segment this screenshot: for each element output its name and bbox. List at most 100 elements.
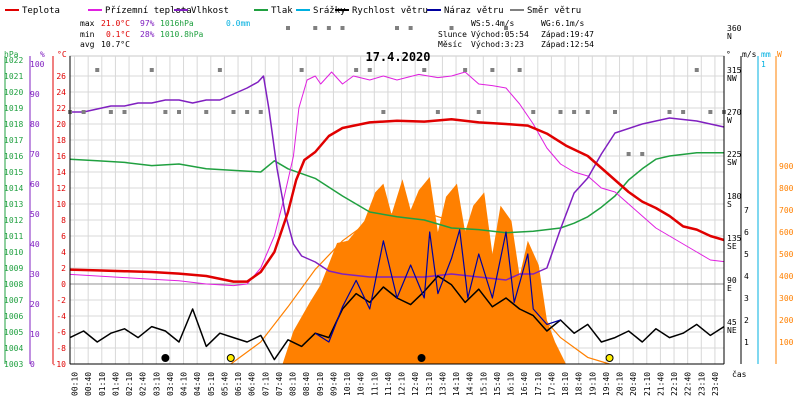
tick-label-time: 13:40 (438, 372, 447, 396)
tick-label-time: 15:40 (493, 372, 502, 396)
tick-label-hpa: 1012 (4, 216, 23, 225)
tick-label-solar: 800 (779, 184, 794, 193)
tick-label-time: 01:10 (98, 372, 107, 396)
tick-label-time: 04:40 (193, 372, 202, 396)
wind-direction-point (395, 26, 399, 30)
tick-label-temperature: -6 (56, 328, 66, 337)
wind-direction-point (449, 26, 454, 30)
tick-label-temperature: 8 (61, 216, 66, 225)
legend-label-teplota: Teplota (22, 6, 60, 16)
tick-label-hpa: 1007 (4, 296, 23, 305)
tick-label-hpa: 1004 (4, 344, 23, 353)
wind-direction-point (435, 110, 440, 114)
tick-label-time: 02:10 (125, 372, 134, 396)
wind-direction-point (408, 26, 413, 30)
tick-label-time: 21:10 (643, 372, 652, 396)
tick-label-time: 18:10 (561, 372, 570, 396)
tick-label-temperature: 12 (56, 184, 66, 193)
tick-label-direction-name: SW (727, 158, 737, 167)
series-temperature (69, 117, 725, 283)
tick-label-time: 07:10 (261, 372, 270, 396)
tick-label-temperature: -2 (56, 296, 66, 305)
wind-direction-point (694, 68, 699, 72)
tick-label-time: 16:40 (520, 372, 529, 396)
tick-label-time: 15:10 (479, 372, 488, 396)
wind-direction-point (340, 26, 345, 30)
wind-direction-point (463, 68, 468, 72)
tick-label-humidity: 90 (30, 90, 40, 99)
tick-label-hpa: 1005 (4, 328, 23, 337)
unit-pct: % (40, 50, 45, 59)
tick-label-solar: 500 (779, 250, 794, 259)
info-wg: WG:6.1m/s (541, 19, 585, 28)
tick-label-hpa: 1010 (4, 248, 23, 257)
tick-label-time: 10:10 (343, 372, 352, 396)
stats-avg-temp: 10.7°C (101, 40, 130, 49)
tick-label-hpa: 1013 (4, 200, 23, 209)
tick-label-direction-name: N (727, 32, 732, 41)
tick-label-wind-speed: 6 (744, 228, 749, 237)
wind-direction-point (354, 68, 359, 72)
tick-label-humidity: 80 (30, 120, 40, 129)
tick-label-hpa: 1015 (4, 168, 23, 177)
tick-label-time: 16:10 (507, 372, 516, 396)
wind-direction-point (299, 68, 304, 72)
line-series (69, 71, 725, 362)
wind-direction-point (490, 68, 495, 72)
tick-label-time: 23:10 (697, 372, 706, 396)
wind-direction-point (108, 110, 113, 114)
tick-label-time: 09:40 (329, 372, 338, 396)
legend-label-tlak: Tlak (271, 6, 293, 16)
wind-direction-point (258, 110, 263, 114)
tick-label-rain: 1 (761, 60, 766, 69)
tick-label-hpa: 1022 (4, 56, 23, 65)
tick-label-solar: 700 (779, 206, 794, 215)
tick-label-temperature: 24 (56, 88, 66, 97)
wind-direction-series (68, 26, 726, 156)
legend-label-srazky: Srážky (313, 6, 346, 16)
tick-label-time: 21:40 (656, 372, 665, 396)
tick-label-time: 17:40 (547, 372, 556, 396)
legend-label-naraz-vetru: Náraz větru (444, 6, 504, 16)
tick-label-direction: 90 (727, 276, 737, 285)
wind-direction-point (81, 110, 86, 114)
wind-direction-point (531, 110, 536, 114)
tick-label-temperature: 20 (56, 120, 66, 129)
wind-direction-point (422, 68, 427, 72)
tick-label-direction: 270 (727, 108, 742, 117)
wind-direction-point (122, 110, 127, 114)
wind-direction-point (476, 110, 481, 114)
tick-label-solar: 600 (779, 228, 794, 237)
tick-label-humidity: 10 (30, 330, 40, 339)
tick-label-solar: 100 (779, 338, 794, 347)
wind-direction-point (640, 152, 645, 156)
event-sun-set (605, 354, 614, 362)
legend: Teplota Přízemní teplota Vlhkost Tlak Sr… (5, 6, 581, 16)
stats-max-label: max (80, 19, 95, 28)
info-slunce: Slunce (438, 30, 467, 39)
tick-label-hpa: 1008 (4, 280, 23, 289)
tick-label-temperature: 14 (56, 168, 66, 177)
tick-label-hpa: 1019 (4, 104, 23, 113)
tick-label-humidity: 40 (30, 240, 40, 249)
stats-min-label: min (80, 30, 95, 39)
wind-direction-point (217, 68, 222, 72)
tick-label-time: 22:10 (670, 372, 679, 396)
tick-label-temperature: 0 (61, 280, 66, 289)
axis-unit-headers: hPa % °C ° m/s mm W čas (4, 50, 782, 379)
stats-max-hum: 97% (140, 19, 155, 28)
tick-label-hpa: 1006 (4, 312, 23, 321)
tick-label-direction: 225 (727, 150, 742, 159)
tick-label-humidity: 60 (30, 180, 40, 189)
tick-label-time: 23:40 (711, 372, 720, 396)
tick-label-direction: 360 (727, 24, 742, 33)
tick-label-hpa: 1016 (4, 152, 23, 161)
tick-label-temperature: 16 (56, 152, 66, 161)
wind-direction-point (204, 110, 209, 114)
tick-label-humidity: 50 (30, 210, 40, 219)
tick-label-hpa: 1003 (4, 360, 23, 369)
info-block: WS:5.4m/s WG:6.1m/s Slunce Východ:05:54 … (438, 19, 594, 49)
tick-label-time: 20:40 (629, 372, 638, 396)
stats-max-rain: 0.0mm (226, 19, 250, 28)
tick-label-solar: 200 (779, 316, 794, 325)
